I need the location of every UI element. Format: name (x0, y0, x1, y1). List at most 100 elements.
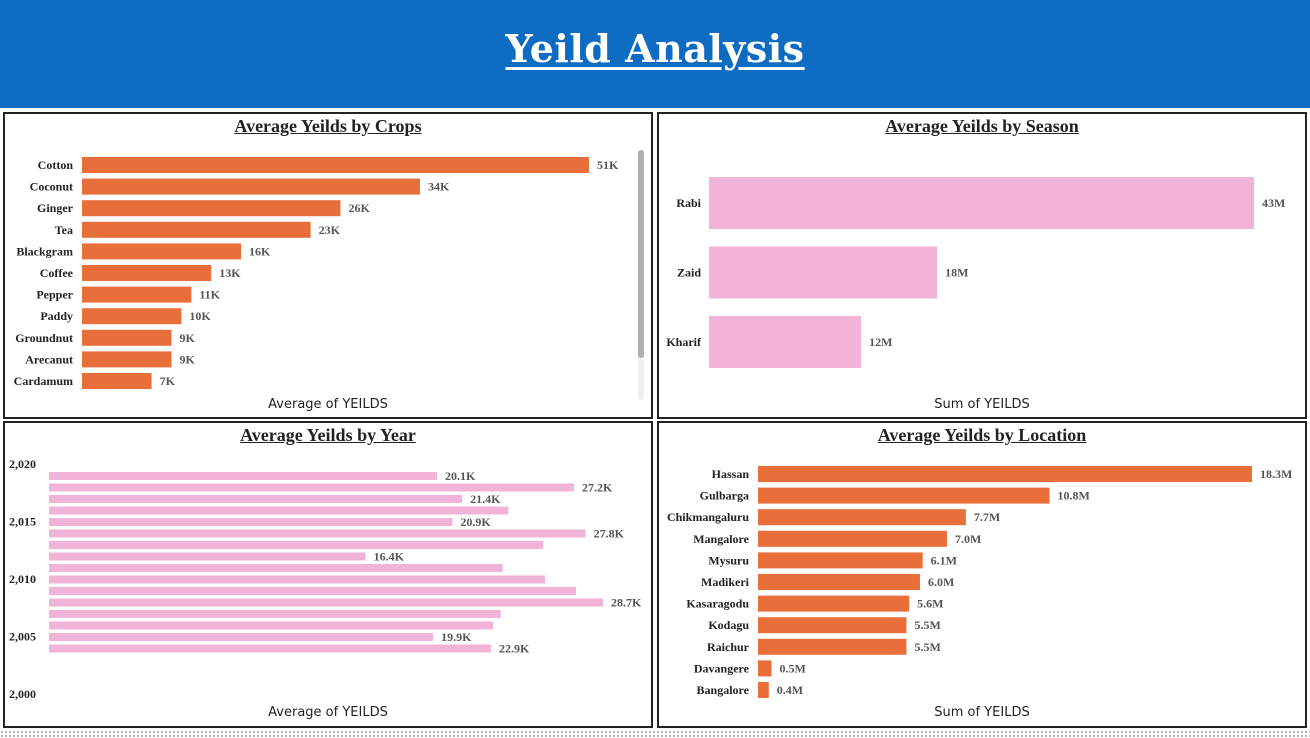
year-bar[interactable] (49, 552, 366, 561)
svg-crops-bar[interactable] (82, 265, 212, 281)
year-bar[interactable] (49, 633, 434, 641)
svg-crops-data-label: 16K (249, 244, 271, 258)
svg-season-category-label: Kharif (666, 335, 702, 349)
svg-crops-data-label: 7K (160, 374, 176, 388)
location-bar-chart[interactable]: Hassan 18.3M Gulbarga 10.8M Chikmangaluru 7.7… (659, 423, 1305, 726)
year-bar[interactable] (49, 644, 492, 653)
season-x-axis-title: Sum of YEILDS (934, 397, 1030, 412)
svg-crops-bar[interactable] (82, 243, 242, 260)
svg-season-bar[interactable] (709, 177, 1254, 229)
svg-location-category-label: Mysuru (708, 553, 749, 567)
svg-location-data-label: 18.3M (1260, 467, 1292, 481)
year-y-tick-label: 2,005 (9, 630, 36, 644)
year-data-label: 20.1K (445, 469, 476, 483)
svg-crops-category-label: Cotton (38, 158, 74, 172)
page-title: Yeild Analysis (505, 26, 805, 71)
svg-crops-bar[interactable] (82, 221, 311, 238)
year-bar[interactable] (49, 587, 576, 595)
svg-crops-bar[interactable] (82, 286, 192, 303)
year-bar[interactable] (49, 564, 503, 572)
svg-crops-category-label: Ginger (37, 201, 74, 215)
svg-season-category-label: Rabi (676, 196, 701, 210)
svg-location-category-label: Davangere (694, 661, 750, 675)
season-chart-title: Average Yeilds by Season (885, 116, 1079, 136)
year-chart-title: Average Yeilds by Year (240, 425, 416, 445)
location-chart-panel[interactable]: Average Yeilds by Location Hassan 18.3M Gu… (657, 421, 1307, 728)
year-bar[interactable] (49, 610, 501, 618)
svg-crops-data-label: 11K (199, 288, 220, 302)
svg-season-bar[interactable] (709, 316, 862, 368)
svg-crops-bar[interactable] (82, 351, 172, 368)
svg-location-category-label: Raichur (707, 640, 750, 654)
svg-location-bar[interactable] (758, 552, 923, 569)
svg-location-data-label: 0.4M (777, 683, 803, 697)
season-chart-panel[interactable]: Average Yeilds by Season Rabi 43M Zaid 18M K… (657, 112, 1307, 419)
svg-location-category-label: Bangalore (697, 683, 750, 697)
svg-location-bar[interactable] (758, 487, 1050, 504)
year-bar[interactable] (49, 483, 575, 492)
year-x-axis-title: Average of YEILDS (268, 705, 388, 720)
svg-location-bar[interactable] (758, 660, 772, 677)
svg-location-bar[interactable] (758, 509, 966, 526)
svg-location-data-label: 7.0M (955, 532, 981, 546)
svg-location-category-label: Madikeri (701, 575, 750, 589)
year-data-label: 28.7K (611, 596, 642, 610)
svg-crops-bar[interactable] (82, 157, 589, 173)
svg-crops-category-label: Coffee (40, 266, 74, 280)
svg-crops-bar[interactable] (82, 373, 152, 389)
svg-location-bar[interactable] (758, 466, 1252, 482)
svg-crops-data-label: 10K (189, 309, 211, 323)
svg-location-category-label: Gulbarga (700, 489, 749, 503)
svg-location-bar[interactable] (758, 682, 769, 698)
svg-crops-bar[interactable] (82, 178, 420, 195)
svg-crops-data-label: 23K (319, 223, 341, 237)
crops-bar-chart[interactable]: Cotton 51K Coconut 34K Ginger 26K Tea 23K Blackg… (5, 114, 651, 417)
crops-x-axis-title: Average of YEILDS (268, 397, 388, 412)
svg-location-bar[interactable] (758, 617, 907, 634)
year-bar[interactable] (49, 575, 546, 584)
svg-location-category-label: Kasaragodu (686, 597, 749, 611)
year-bar[interactable] (49, 518, 453, 526)
svg-crops-data-label: 34K (428, 180, 450, 194)
svg-season-data-label: 18M (945, 266, 968, 280)
year-bar[interactable] (49, 506, 509, 515)
year-bar[interactable] (49, 621, 493, 630)
crops-scrollbar-thumb[interactable] (638, 150, 644, 358)
svg-season-bar[interactable] (709, 246, 938, 299)
svg-crops-data-label: 9K (179, 331, 195, 345)
season-bar-chart[interactable]: Rabi 43M Zaid 18M Kharif 12M (659, 114, 1305, 417)
year-y-tick-label: 2,015 (9, 515, 36, 529)
svg-crops-data-label: 26K (348, 201, 370, 215)
crops-chart-panel[interactable]: Average Yeilds by Crops Cotton 51K Coconut… (3, 112, 653, 419)
svg-location-bar[interactable] (758, 530, 947, 547)
year-chart-panel[interactable]: Average Yeilds by Year 2,020 2,015 2,010 2,… (3, 421, 653, 728)
svg-location-bar[interactable] (758, 574, 920, 590)
location-chart-title: Average Yeilds by Location (877, 425, 1087, 445)
year-bar[interactable] (49, 472, 437, 480)
year-data-label: 27.2K (582, 481, 613, 495)
svg-season-data-label: 43M (1262, 196, 1285, 210)
svg-season-data-label: 12M (869, 335, 892, 349)
svg-location-bar[interactable] (758, 595, 910, 612)
svg-crops-data-label: 13K (219, 266, 241, 280)
crops-chart-title: Average Yeilds by Crops (234, 116, 422, 136)
svg-location-data-label: 10.8M (1058, 489, 1090, 503)
svg-crops-category-label: Tea (55, 223, 73, 237)
svg-location-category-label: Kodagu (708, 618, 749, 632)
location-x-axis-title: Sum of YEILDS (934, 705, 1030, 720)
year-y-tick-label: 2,000 (9, 687, 36, 701)
crops-scrollbar[interactable] (638, 150, 644, 400)
svg-location-bar[interactable] (758, 638, 907, 655)
year-bar[interactable] (49, 598, 603, 607)
svg-crops-category-label: Coconut (30, 180, 73, 194)
year-bar[interactable] (49, 541, 544, 549)
svg-crops-bar[interactable] (82, 329, 172, 346)
year-bar-chart[interactable]: 2,020 2,015 2,010 2,005 2,000 20.1K 27.2K 21.4K… (5, 423, 651, 726)
svg-crops-category-label: Cardamum (14, 374, 73, 388)
year-bar[interactable] (49, 529, 586, 538)
svg-crops-data-label: 51K (597, 158, 619, 172)
svg-crops-bar[interactable] (82, 200, 341, 217)
svg-crops-bar[interactable] (82, 308, 182, 325)
year-bar[interactable] (49, 495, 463, 503)
svg-crops-category-label: Paddy (40, 309, 73, 323)
